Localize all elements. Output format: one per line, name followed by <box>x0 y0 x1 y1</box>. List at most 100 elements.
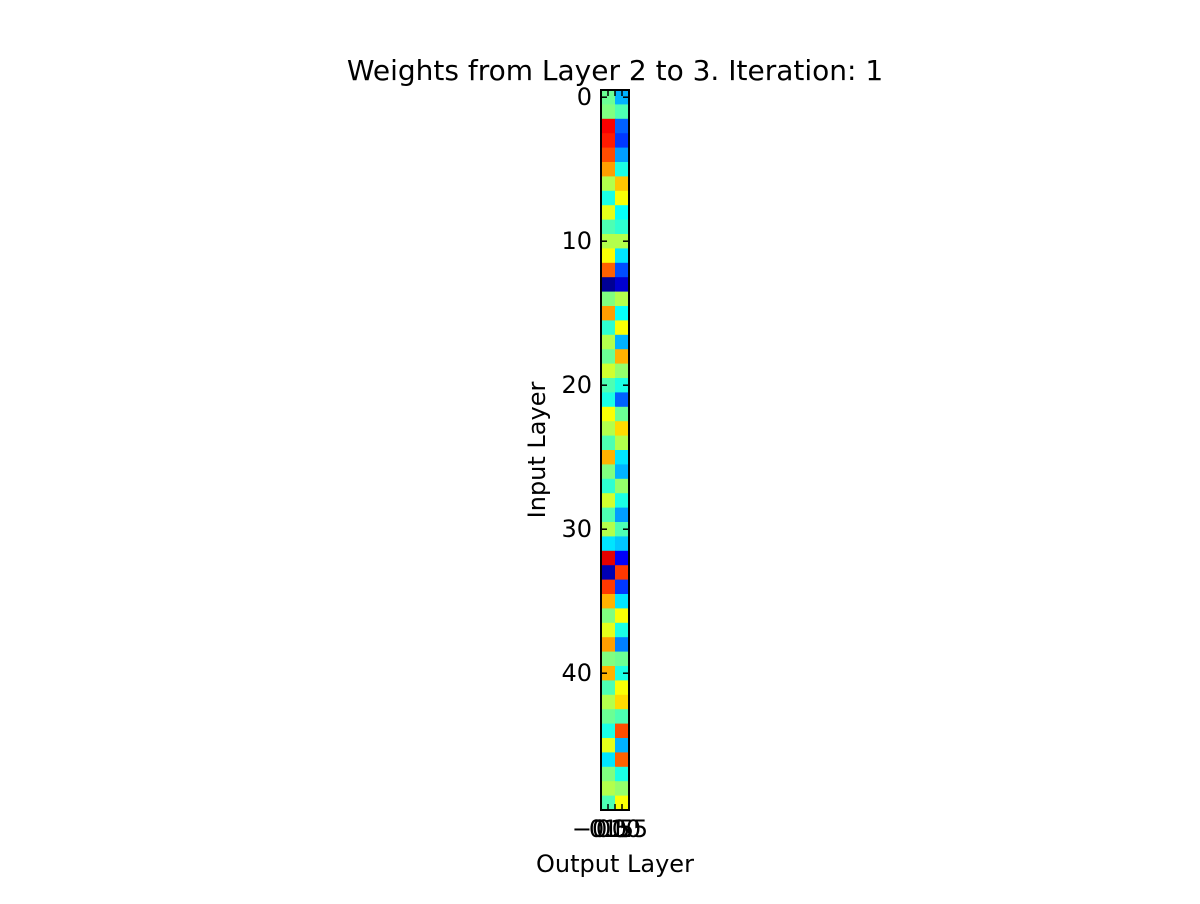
heatmap-cell <box>615 579 629 595</box>
heatmap-cell <box>601 666 616 681</box>
heatmap-cell <box>601 406 616 422</box>
heatmap-cell <box>615 306 629 321</box>
heatmap-cell <box>601 622 616 638</box>
heatmap-cell <box>601 277 616 293</box>
heatmap-cell <box>615 464 629 480</box>
heatmap-cell <box>615 738 629 753</box>
heatmap-cell <box>615 234 629 249</box>
x-axis: −0.50.00.51.01.5 <box>572 90 648 843</box>
heatmap-cell <box>615 133 629 149</box>
heatmap-cell <box>615 378 629 393</box>
x-tick-label: 1.0 <box>603 815 641 843</box>
x-tick-label: 0.0 <box>589 815 627 843</box>
heatmap-cell <box>615 608 629 624</box>
heatmap-cell <box>601 637 616 653</box>
heatmap-cell <box>615 162 629 177</box>
heatmap-cell <box>601 493 616 509</box>
heatmap-cell <box>615 205 629 221</box>
heatmap-cell <box>615 522 629 537</box>
heatmap-cell <box>601 147 616 163</box>
y-tick-label: 10 <box>561 227 592 255</box>
heatmap-cell <box>615 680 629 696</box>
heatmap-cell <box>615 363 629 379</box>
heatmap-cell <box>615 752 629 768</box>
heatmap-cell <box>615 565 629 581</box>
x-tick-label: 1.5 <box>610 815 648 843</box>
heatmap-cell <box>601 550 616 566</box>
x-axis-label: Output Layer <box>536 850 694 878</box>
heatmap-cell <box>615 622 629 638</box>
y-axis-label: Input Layer <box>523 382 551 519</box>
heatmap-cell <box>601 392 616 408</box>
heatmap-cell <box>601 104 616 120</box>
heatmap-cell <box>615 795 629 810</box>
heatmap-cell <box>615 277 629 293</box>
heatmap-cell <box>601 133 616 149</box>
heatmap-cell <box>615 651 629 667</box>
y-axis: 0 10 20 30 40 <box>561 83 629 687</box>
x-tick-label: 0.5 <box>596 815 634 843</box>
heatmap-cell <box>615 723 629 739</box>
heatmap-cell <box>601 320 616 336</box>
heatmap-cell <box>601 349 616 365</box>
heatmap-cell <box>615 190 629 206</box>
heatmap-cell <box>615 766 629 782</box>
heatmap-cell <box>601 694 616 710</box>
heatmap-cell <box>615 406 629 422</box>
heatmap-cell <box>601 334 616 350</box>
heatmap-cell <box>615 421 629 437</box>
heatmap-cell <box>615 248 629 264</box>
heatmap-cell <box>615 536 629 552</box>
heatmap-cell <box>601 162 616 177</box>
heatmap-cell <box>615 176 629 192</box>
heatmap-cell <box>615 478 629 494</box>
heatmap-cell <box>601 507 616 523</box>
heatmap-cell <box>615 118 629 134</box>
heatmap-cell <box>601 565 616 581</box>
heatmap-cell <box>615 666 629 681</box>
heatmap-cell <box>601 464 616 480</box>
heatmap-cell <box>601 234 616 249</box>
heatmap-cell <box>601 709 616 725</box>
heatmap-cell <box>615 493 629 509</box>
heatmap-cell <box>615 334 629 350</box>
heatmap-cell <box>601 594 616 609</box>
heatmap-cell <box>615 262 629 278</box>
heatmap-cell <box>601 90 616 105</box>
heatmap-cell <box>601 219 616 235</box>
heatmap-cell <box>601 435 616 451</box>
heatmap-cell <box>601 291 616 307</box>
heatmap-cells <box>601 90 629 810</box>
heatmap-cell <box>601 781 616 797</box>
heatmap-cell <box>601 608 616 624</box>
heatmap-cell <box>601 766 616 782</box>
heatmap-cell <box>601 795 616 810</box>
heatmap-cell <box>615 219 629 235</box>
y-tick-label: 0 <box>577 83 592 111</box>
heatmap-cell <box>601 248 616 264</box>
heatmap-cell <box>615 320 629 336</box>
y-tick-label: 20 <box>561 371 592 399</box>
heatmap-cell <box>615 550 629 566</box>
heatmap-cell <box>601 176 616 192</box>
heatmap-cell <box>601 118 616 134</box>
heatmap-cell <box>615 435 629 451</box>
heatmap-cell <box>601 205 616 221</box>
x-tick-label: −0.5 <box>572 815 630 843</box>
chart-title: Weights from Layer 2 to 3. Iteration: 1 <box>347 54 883 87</box>
heatmap-cell <box>601 579 616 595</box>
heatmap-cell <box>615 594 629 609</box>
heatmap-cell <box>615 90 629 105</box>
y-tick-label: 30 <box>561 515 592 543</box>
heatmap-cell <box>601 752 616 768</box>
heatmap-cell <box>601 378 616 393</box>
heatmap-cell <box>601 262 616 278</box>
heatmap-cell <box>615 507 629 523</box>
heatmap-cell <box>601 651 616 667</box>
heatmap-cell <box>601 306 616 321</box>
heatmap-cell <box>601 421 616 437</box>
heatmap-cell <box>601 738 616 753</box>
heatmap-cell <box>615 392 629 408</box>
heatmap-cell <box>601 723 616 739</box>
